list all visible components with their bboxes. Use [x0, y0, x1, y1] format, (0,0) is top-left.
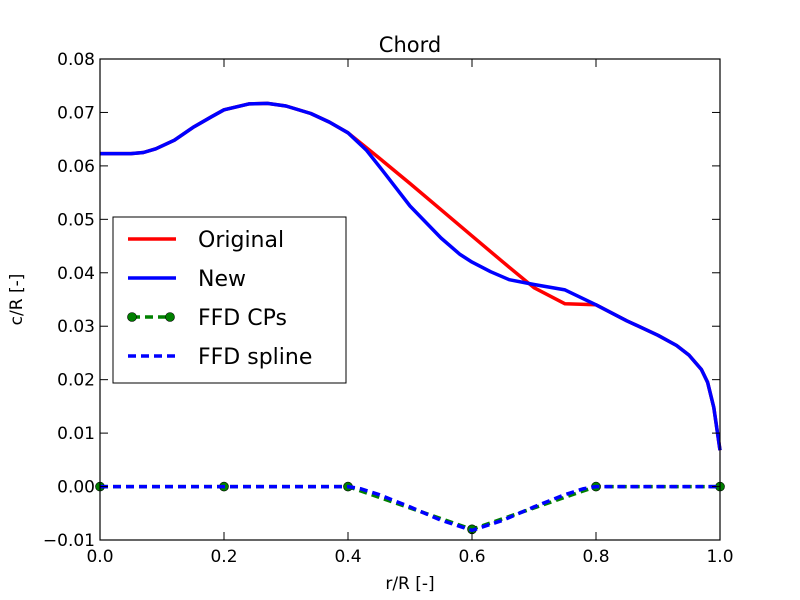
legend: Original New FFD CPs FFD spline: [112, 216, 347, 384]
y-axis-label: c/R [-]: [7, 274, 27, 326]
y-tick-label: 0.04: [57, 264, 95, 284]
x-tick-label: 0.0: [86, 547, 113, 567]
legend-label-ffd-spline: FFD spline: [198, 345, 312, 370]
tick-layer: 0.0 0.2 0.4 0.6 0.8 1.0 −0.01 0.00 0.01 0.02 0.03 0…: [43, 50, 734, 567]
plot-frame: [99, 58, 721, 541]
x-tick-label: 0.2: [210, 547, 237, 567]
legend-label-new: New: [198, 267, 246, 292]
legend-frame: [112, 216, 347, 384]
x-tick-label: 1.0: [706, 547, 733, 567]
y-tick-label: 0.05: [57, 210, 95, 230]
y-tick-label: −0.01: [43, 531, 95, 551]
x-tick-label: 0.4: [334, 547, 361, 567]
legend-label-original: Original: [198, 228, 284, 253]
y-tick-label: 0.00: [57, 478, 95, 498]
y-tick-label: 0.07: [57, 103, 95, 123]
x-axis-label: r/R [-]: [385, 574, 434, 594]
series-line-new: [100, 101, 722, 451]
x-tick-label: 0.6: [458, 547, 485, 567]
legend-marker-ffd-cps-left: [127, 312, 137, 322]
y-tick-label: 0.01: [57, 424, 95, 444]
y-tick-label: 0.06: [57, 157, 95, 177]
chart-title: Chord: [379, 33, 441, 57]
series-line-ffd-spline: [100, 484, 720, 533]
y-tick-label: 0.02: [57, 371, 95, 391]
y-tick-label: 0.08: [57, 50, 95, 70]
x-tick-label: 0.8: [582, 547, 609, 567]
legend-marker-ffd-cps-right: [165, 312, 175, 322]
legend-label-ffd-cps: FFD CPs: [198, 306, 287, 331]
y-tick-label: 0.03: [57, 317, 95, 337]
